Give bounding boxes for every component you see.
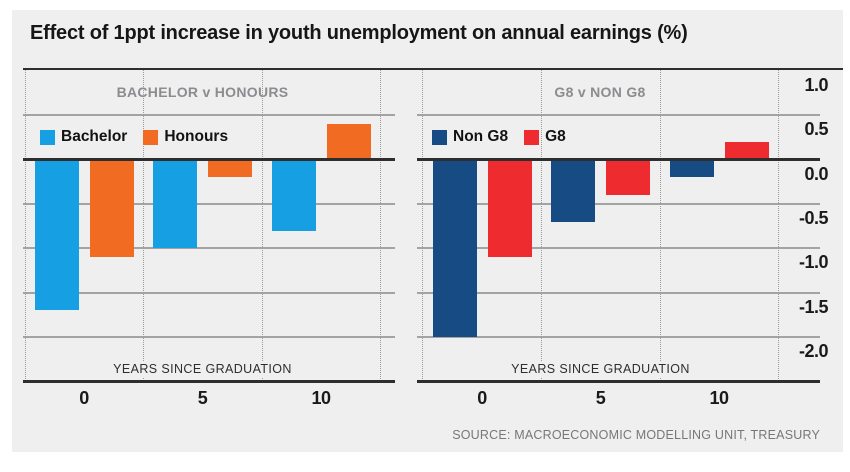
legend-label-g8: G8 bbox=[545, 128, 566, 145]
gridline bbox=[417, 291, 820, 294]
x-axis-line bbox=[23, 379, 395, 383]
bar-honours-year-0 bbox=[89, 159, 134, 258]
gridline bbox=[23, 202, 395, 205]
chart-title: Effect of 1ppt increase in youth unemplo… bbox=[30, 22, 688, 44]
panel-header-bachelor-v-honours: BACHELOR v HONOURS bbox=[116, 83, 289, 100]
vertical-dotted-gridline bbox=[25, 69, 26, 379]
y-tick-label: 0.0 bbox=[804, 163, 828, 184]
vertical-dotted-gridline bbox=[143, 69, 144, 379]
x-tick-label: 0 bbox=[79, 388, 89, 408]
legend-label-non-g8: Non G8 bbox=[453, 128, 509, 145]
x-tick-label: 10 bbox=[709, 388, 729, 408]
x-tick-label: 10 bbox=[311, 388, 331, 408]
legend-swatch-honours bbox=[143, 129, 159, 145]
x-axis-line bbox=[417, 379, 820, 383]
bar-non-g8-year-0 bbox=[432, 159, 477, 338]
gridline bbox=[417, 114, 820, 117]
bar-g8-year-0 bbox=[487, 159, 532, 258]
y-tick-label: 1.0 bbox=[804, 74, 828, 95]
gridline bbox=[23, 336, 395, 339]
source-credit: SOURCE: MACROECONOMIC MODELLING UNIT, TR… bbox=[452, 428, 820, 442]
bar-honours-year-5 bbox=[208, 159, 252, 178]
legend-item-g8: G8 bbox=[524, 128, 566, 146]
top-frame-line bbox=[23, 68, 843, 70]
legend-item-honours: Honours bbox=[143, 128, 228, 146]
gridline bbox=[23, 114, 395, 117]
y-tick-label: 0.5 bbox=[804, 119, 828, 140]
legend-item-non-g8: Non G8 bbox=[432, 128, 508, 146]
bar-bachelor-year-0 bbox=[34, 159, 79, 311]
bar-non-g8-year-10 bbox=[669, 159, 714, 178]
bar-g8-year-5 bbox=[606, 159, 650, 196]
legend-right-panel: Non G8 G8 bbox=[432, 128, 566, 146]
gridline bbox=[417, 247, 820, 250]
bar-g8-year-10 bbox=[724, 141, 769, 160]
legend-label-honours: Honours bbox=[164, 128, 229, 145]
x-axis-label-right: YEARS SINCE GRADUATION bbox=[458, 361, 743, 378]
bar-non-g8-year-5 bbox=[551, 159, 595, 222]
vertical-dotted-gridline bbox=[660, 69, 661, 379]
y-tick-label: -1.0 bbox=[798, 252, 829, 273]
gridline bbox=[417, 336, 820, 339]
gridline bbox=[23, 291, 395, 294]
vertical-dotted-gridline bbox=[262, 69, 263, 379]
bar-honours-year-10 bbox=[326, 123, 371, 160]
vertical-dotted-gridline bbox=[778, 69, 779, 379]
x-tick-label: 0 bbox=[477, 388, 487, 408]
y-tick-label: -1.5 bbox=[798, 296, 829, 317]
bar-bachelor-year-10 bbox=[271, 159, 316, 231]
vertical-dotted-gridline bbox=[541, 69, 542, 379]
zero-line bbox=[23, 158, 395, 161]
vertical-dotted-gridline bbox=[380, 69, 381, 379]
legend-label-bachelor: Bachelor bbox=[61, 128, 128, 145]
legend-left-panel: Bachelor Honours bbox=[40, 128, 228, 146]
chart-card-background bbox=[12, 10, 843, 452]
x-tick-label: 5 bbox=[197, 388, 208, 408]
x-axis-label-left: YEARS SINCE GRADUATION bbox=[60, 361, 345, 378]
y-tick-label: -0.5 bbox=[798, 207, 829, 228]
legend-swatch-g8 bbox=[524, 129, 540, 145]
gridline bbox=[23, 247, 395, 250]
legend-swatch-non-g8 bbox=[432, 129, 447, 145]
gridline bbox=[417, 202, 820, 205]
legend-swatch-bachelor bbox=[40, 129, 55, 145]
bar-bachelor-year-5 bbox=[153, 159, 197, 249]
zero-line bbox=[417, 158, 820, 161]
legend-item-bachelor: Bachelor bbox=[40, 128, 127, 146]
vertical-dotted-gridline bbox=[422, 69, 423, 379]
x-tick-label: 5 bbox=[595, 388, 606, 408]
panel-header-g8-v-non-g8: G8 v NON G8 bbox=[554, 83, 646, 100]
y-tick-label: -2.0 bbox=[798, 341, 829, 362]
